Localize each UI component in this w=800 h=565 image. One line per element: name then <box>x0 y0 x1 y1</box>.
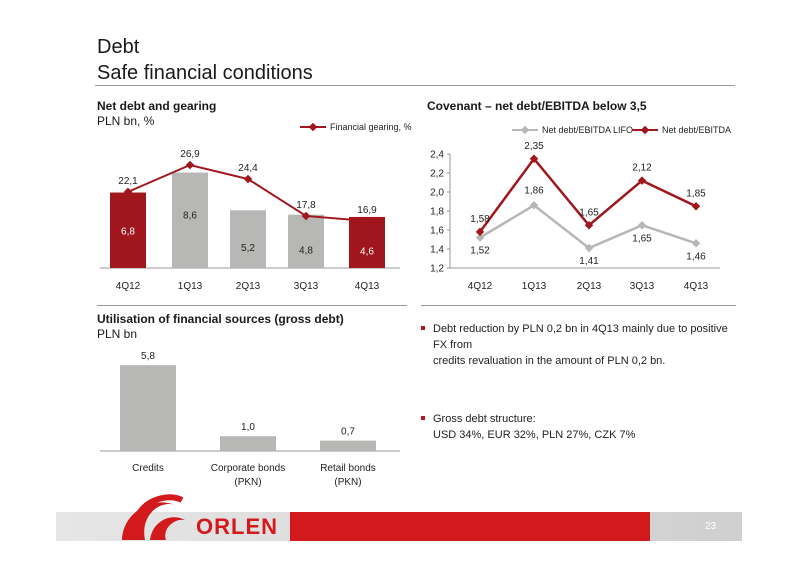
bar <box>172 172 208 268</box>
bar-value-label: 0,7 <box>341 427 355 438</box>
bar-value-label: 4,8 <box>299 245 313 256</box>
x-tick-label: 3Q13 <box>294 281 319 292</box>
x-tick-label: (PKN) <box>334 477 361 488</box>
x-tick-label: 2Q13 <box>236 281 261 292</box>
bar <box>220 436 276 451</box>
series-point <box>475 227 485 237</box>
sources-chart-title: Utilisation of financial sources (gross … <box>97 312 344 326</box>
bar <box>349 216 385 268</box>
series-value-label: 1,85 <box>686 188 706 199</box>
gearing-point <box>185 160 195 170</box>
bullet-list: Debt reduction by PLN 0,2 bn in 4Q13 mai… <box>421 321 741 443</box>
x-tick-label: Retail bonds <box>320 463 376 474</box>
series-value-label: 1,65 <box>579 207 599 218</box>
legend-label: Financial gearing, % <box>330 122 412 132</box>
bar <box>120 365 176 451</box>
bar <box>230 210 266 268</box>
bullet-line: credits revaluation in the amount of PLN… <box>433 355 666 367</box>
bullet-line: Gross debt structure: <box>433 413 536 425</box>
gearing-value-label: 26,9 <box>180 149 200 160</box>
x-tick-label: 4Q13 <box>355 281 380 292</box>
net-debt-chart-title: Net debt and gearing <box>97 99 217 113</box>
bar-value-label: 5,8 <box>141 351 155 362</box>
series-value-label: 1,65 <box>632 233 652 244</box>
y-tick-label: 2,4 <box>430 150 444 161</box>
x-tick-label: 2Q13 <box>577 281 602 292</box>
bar <box>320 440 376 451</box>
section-divider-left <box>97 305 407 306</box>
gearing-point <box>362 216 372 226</box>
gearing-value-label: 16,9 <box>357 205 377 216</box>
bar <box>288 214 324 268</box>
footer-red-band <box>290 512 650 541</box>
bullet-line: Debt reduction by PLN 0,2 bn in 4Q13 mai… <box>433 323 728 351</box>
page-number: 23 <box>705 521 717 532</box>
gearing-point <box>123 187 133 197</box>
x-tick-label: Credits <box>132 463 164 474</box>
y-tick-label: 1,4 <box>430 245 444 256</box>
y-tick-label: 1,2 <box>430 264 444 275</box>
gearing-point <box>243 174 253 184</box>
y-tick-label: 1,6 <box>430 226 444 237</box>
covenant-chart-title: Covenant – net debt/EBITDA below 3,5 <box>427 99 647 113</box>
x-tick-label: 1Q13 <box>178 281 203 292</box>
y-tick-label: 2,2 <box>430 169 444 180</box>
x-tick-label: Corporate bonds <box>211 463 286 474</box>
x-tick-label: 3Q13 <box>630 281 655 292</box>
gearing-value-label: 22,1 <box>118 176 138 187</box>
y-tick-label: 2,0 <box>430 188 444 199</box>
series-value-label: 1,58 <box>470 214 490 225</box>
bullet-line: USD 34%, EUR 32%, PLN 27%, CZK 7% <box>433 429 636 441</box>
bullet-debt-reduction: Debt reduction by PLN 0,2 bn in 4Q13 mai… <box>421 321 741 369</box>
series-value-label: 2,35 <box>524 141 544 152</box>
sources-chart-subtitle: PLN bn <box>97 327 138 341</box>
brand-logo: ORLEN <box>196 514 278 539</box>
bar <box>110 192 146 268</box>
x-tick-label: 4Q13 <box>684 281 709 292</box>
series-value-label: 2,12 <box>632 163 652 174</box>
y-tick-label: 1,8 <box>430 207 444 218</box>
series-value-label: 1,46 <box>686 251 706 262</box>
bar-value-label: 5,2 <box>241 243 255 254</box>
section-divider-right <box>421 305 736 306</box>
page-title: Debt Safe financial conditions <box>97 34 313 86</box>
gearing-value-label: 24,4 <box>238 163 258 174</box>
title-line-2: Safe financial conditions <box>97 62 313 84</box>
series-value-label: 1,86 <box>524 185 544 196</box>
net-debt-chart-subtitle: PLN bn, % <box>97 114 155 128</box>
bar-value-label: 1,0 <box>241 422 255 433</box>
bullet-debt-structure: Gross debt structure: USD 34%, EUR 32%, … <box>421 411 741 443</box>
x-tick-label: 4Q12 <box>468 281 493 292</box>
series-value-label: 1,41 <box>579 256 599 267</box>
bar-value-label: 6,8 <box>121 226 135 237</box>
series-point <box>475 233 485 242</box>
series-value-label: 1,52 <box>470 246 490 257</box>
legend-marker <box>308 122 318 132</box>
gearing-point <box>301 211 311 221</box>
title-line-1: Debt <box>97 36 140 58</box>
x-tick-label: 1Q13 <box>522 281 547 292</box>
legend-label: Net debt/EBITDA <box>662 125 731 135</box>
x-tick-label: (PKN) <box>234 477 261 488</box>
gearing-value-label: 17,8 <box>296 200 316 211</box>
bar-value-label: 8,6 <box>183 210 197 221</box>
title-divider <box>95 85 735 86</box>
x-tick-label: 4Q12 <box>116 281 141 292</box>
legend-label: Net debt/EBITDA LIFO <box>542 125 633 135</box>
bar-value-label: 4,6 <box>360 246 374 257</box>
